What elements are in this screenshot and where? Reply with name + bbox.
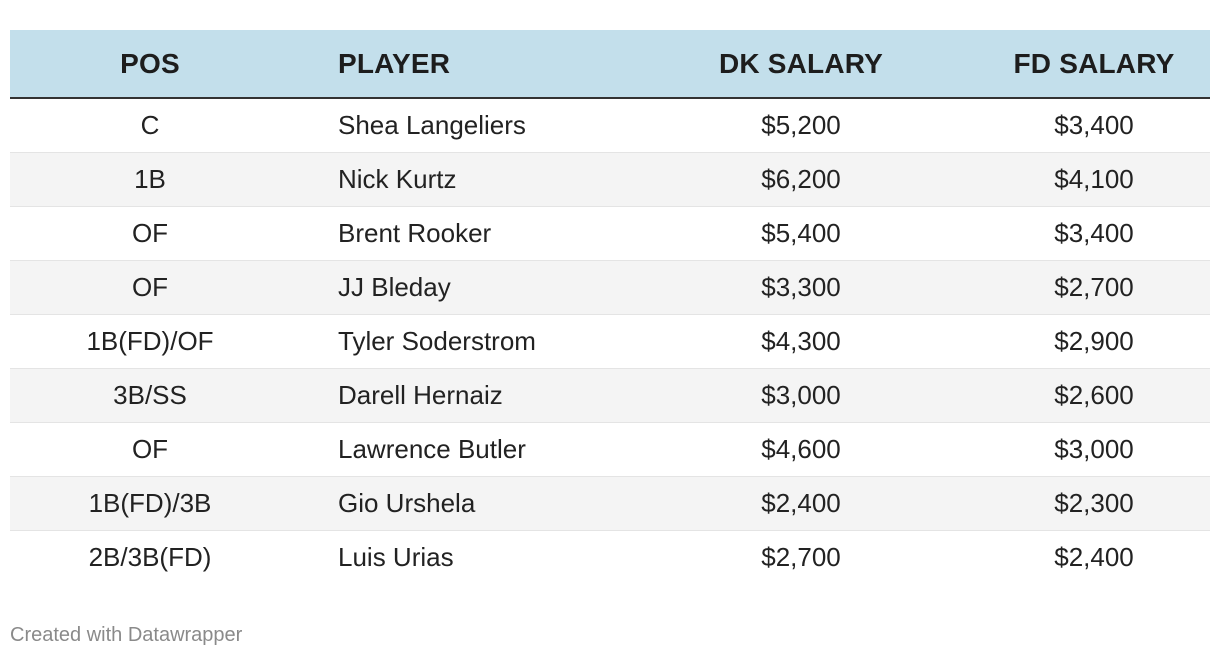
- cell-pos: 1B(FD)/3B: [10, 476, 290, 531]
- cell-pos: C: [10, 98, 290, 153]
- table-row: 1B(FD)/OF Tyler Soderstrom $4,300 $2,900: [10, 314, 1210, 369]
- table-row: OF Lawrence Butler $4,600 $3,000: [10, 422, 1210, 477]
- cell-pos: OF: [10, 422, 290, 477]
- cell-fd-salary: $3,000: [942, 422, 1210, 477]
- cell-player: Luis Urias: [338, 541, 454, 572]
- table-row: OF Brent Rooker $5,400 $3,400: [10, 206, 1210, 261]
- cell-pos: 2B/3B(FD): [88, 541, 212, 572]
- column-header-dk-salary: DK SALARY: [650, 30, 942, 99]
- cell-dk-salary: $2,400: [650, 476, 942, 531]
- cell-player: Shea Langeliers: [290, 98, 650, 153]
- cell-pos: OF: [10, 260, 290, 315]
- cell-pos: OF: [10, 206, 290, 261]
- cell-pos: 1B(FD)/OF: [10, 314, 290, 369]
- header-row: POS PLAYER DK SALARY FD SALARY: [10, 30, 1210, 99]
- column-header-pos: POS: [10, 30, 290, 99]
- cell-fd-salary: $3,400: [942, 98, 1210, 153]
- cell-player: Gio Urshela: [290, 476, 650, 531]
- table-row: 1B Nick Kurtz $6,200 $4,100: [10, 152, 1210, 207]
- salary-table-container: POS PLAYER DK SALARY FD SALARY C Shea La…: [10, 30, 1210, 584]
- table-row: 1B(FD)/3B Gio Urshela $2,400 $2,300: [10, 476, 1210, 531]
- cell-fd-salary: $4,100: [942, 152, 1210, 207]
- datawrapper-credit: Created with Datawrapper: [10, 624, 243, 646]
- cell-fd-salary: $2,900: [942, 314, 1210, 369]
- cell-player: Lawrence Butler: [290, 422, 650, 477]
- table-row: 2B/3B(FD) Luis Urias $2,700 $2,400: [10, 530, 1210, 584]
- cell-player: Tyler Soderstrom: [290, 314, 650, 369]
- cell-player: JJ Bleday: [290, 260, 650, 315]
- column-header-fd-salary: FD SALARY: [942, 30, 1210, 99]
- cell-fd-salary: $2,700: [942, 260, 1210, 315]
- table-row: OF JJ Bleday $3,300 $2,700: [10, 260, 1210, 315]
- cell-pos: 1B: [10, 152, 290, 207]
- cell-player: Nick Kurtz: [290, 152, 650, 207]
- cell-fd-salary: $2,600: [942, 368, 1210, 423]
- column-header-player: PLAYER: [290, 30, 650, 99]
- cell-dk-salary: $3,000: [650, 368, 942, 423]
- table-row: 3B/SS Darell Hernaiz $3,000 $2,600: [10, 368, 1210, 423]
- cell-fd-salary: $2,400: [1054, 541, 1134, 572]
- cell-player: Brent Rooker: [290, 206, 650, 261]
- cell-pos: 3B/SS: [10, 368, 290, 423]
- cell-dk-salary: $6,200: [650, 152, 942, 207]
- cell-fd-salary: $3,400: [942, 206, 1210, 261]
- cell-dk-salary: $5,200: [650, 98, 942, 153]
- cell-player: Darell Hernaiz: [290, 368, 650, 423]
- table-header: POS PLAYER DK SALARY FD SALARY: [10, 30, 1210, 99]
- cell-dk-salary: $4,300: [650, 314, 942, 369]
- cell-dk-salary: $2,700: [761, 541, 841, 572]
- cell-dk-salary: $3,300: [650, 260, 942, 315]
- table-row: C Shea Langeliers $5,200 $3,400: [10, 98, 1210, 153]
- cell-dk-salary: $5,400: [650, 206, 942, 261]
- cell-dk-salary: $4,600: [650, 422, 942, 477]
- cell-fd-salary: $2,300: [942, 476, 1210, 531]
- salary-table: POS PLAYER DK SALARY FD SALARY C Shea La…: [10, 30, 1210, 584]
- table-body: C Shea Langeliers $5,200 $3,400 1B Nick …: [10, 98, 1210, 584]
